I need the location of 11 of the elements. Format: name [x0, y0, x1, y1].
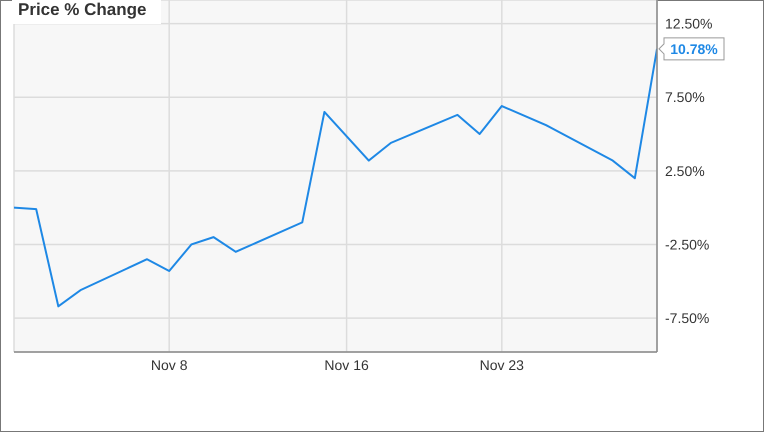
x-tick-label: Nov 8: [150, 356, 188, 373]
y-tick-label: -7.50%: [665, 310, 710, 326]
y-tick-label: -2.50%: [665, 236, 710, 252]
chart-title: Price % Change: [12, 0, 160, 24]
annotation: 10.78%: [670, 40, 718, 57]
y-tick-label: 2.50%: [665, 162, 705, 179]
line-series: [14, 48, 657, 308]
x-tick-label: Nov 23: [480, 356, 524, 373]
x-tick-label: Nov 16: [324, 356, 369, 373]
y-tick-label: 12.50%: [665, 16, 712, 32]
y-tick-label: 7.50%: [665, 89, 705, 106]
